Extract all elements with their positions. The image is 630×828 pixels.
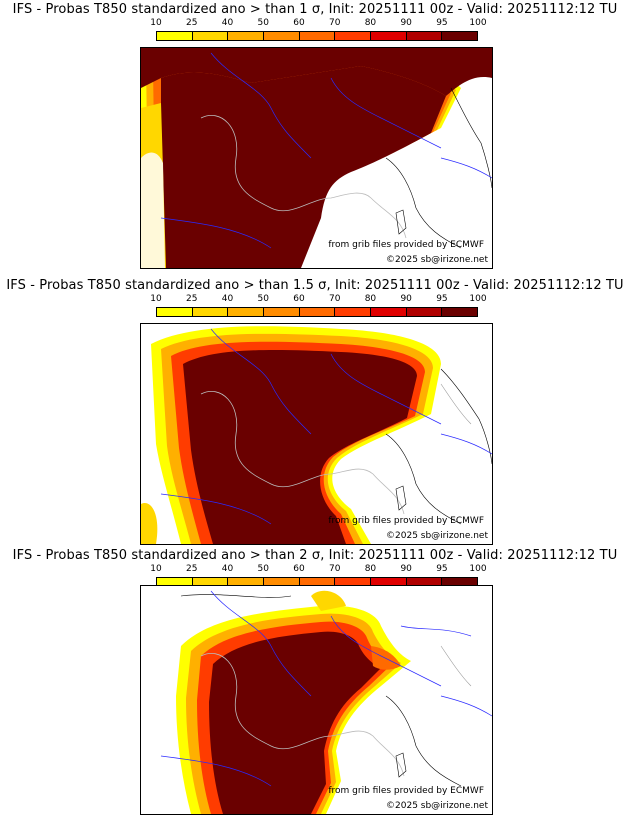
scale-swatch <box>299 308 336 316</box>
color-scale-labels: 10 25 40 50 60 70 80 90 95 100 <box>150 294 486 306</box>
scale-swatch <box>371 308 407 316</box>
scale-swatch <box>442 578 478 586</box>
scale-tick: 25 <box>186 294 198 304</box>
scale-swatch <box>335 32 372 40</box>
data-source-credit: from grib files provided by ECMWF <box>328 516 484 526</box>
scale-tick: 70 <box>328 294 341 304</box>
scale-tick: 100 <box>469 294 487 304</box>
scale-tick: 50 <box>257 294 269 304</box>
scale-tick: 90 <box>400 564 412 574</box>
scale-tick: 80 <box>364 294 377 304</box>
map-panel-2: IFS - Probas T850 standardized ano > tha… <box>0 276 630 546</box>
scale-swatch <box>228 578 265 586</box>
scale-tick: 40 <box>221 294 234 304</box>
color-scale <box>156 307 478 317</box>
scale-tick: 70 <box>328 18 341 28</box>
scale-tick: 90 <box>400 294 412 304</box>
map-panel-3: IFS - Probas T850 standardized ano > tha… <box>0 546 630 816</box>
scale-swatch <box>299 578 336 586</box>
color-scale <box>156 31 478 41</box>
scale-swatch <box>406 32 443 40</box>
scale-tick: 60 <box>293 294 305 304</box>
panel-title: IFS - Probas T850 standardized ano > tha… <box>12 548 618 563</box>
scale-tick: 40 <box>221 18 234 28</box>
scale-swatch <box>157 578 193 586</box>
scale-swatch <box>406 308 443 316</box>
scale-tick: 95 <box>436 564 448 574</box>
scale-tick: 80 <box>364 564 377 574</box>
scale-tick: 25 <box>186 18 198 28</box>
scale-swatch <box>335 308 372 316</box>
scale-tick: 50 <box>257 564 269 574</box>
probability-map: from grib files provided by ECMWF ©2025 … <box>140 47 493 269</box>
scale-tick: 10 <box>150 294 162 304</box>
scale-tick: 50 <box>257 18 269 28</box>
color-scale-labels: 10 25 40 50 60 70 80 90 95 100 <box>150 18 486 30</box>
scale-tick: 25 <box>186 564 198 574</box>
probability-map: from grib files provided by ECMWF ©2025 … <box>140 323 493 545</box>
data-source-credit: from grib files provided by ECMWF <box>328 786 484 796</box>
scale-swatch <box>442 308 478 316</box>
probability-map: from grib files provided by ECMWF ©2025 … <box>140 585 493 815</box>
scale-swatch <box>192 578 229 586</box>
scale-swatch <box>228 308 265 316</box>
map-canvas <box>141 48 492 268</box>
scale-swatch <box>264 578 300 586</box>
copyright: ©2025 sb@irizone.net <box>386 255 488 265</box>
scale-tick: 60 <box>293 564 305 574</box>
scale-tick: 70 <box>328 564 341 574</box>
scale-swatch <box>192 308 229 316</box>
copyright: ©2025 sb@irizone.net <box>386 531 488 541</box>
scale-tick: 95 <box>436 294 448 304</box>
map-canvas <box>141 586 492 814</box>
scale-swatch <box>157 32 193 40</box>
color-scale-labels: 10 25 40 50 60 70 80 90 95 100 <box>150 564 486 576</box>
scale-swatch <box>371 32 407 40</box>
scale-tick: 100 <box>469 18 487 28</box>
scale-tick: 95 <box>436 18 448 28</box>
panel-title: IFS - Probas T850 standardized ano > tha… <box>6 278 624 293</box>
scale-swatch <box>157 308 193 316</box>
scale-tick: 10 <box>150 564 162 574</box>
map-panel-1: IFS - Probas T850 standardized ano > tha… <box>0 0 630 270</box>
scale-swatch <box>264 308 300 316</box>
scale-swatch <box>371 578 407 586</box>
scale-tick: 60 <box>293 18 305 28</box>
scale-tick: 80 <box>364 18 377 28</box>
scale-swatch <box>299 32 336 40</box>
copyright: ©2025 sb@irizone.net <box>386 801 488 811</box>
panel-title: IFS - Probas T850 standardized ano > tha… <box>12 2 618 17</box>
scale-swatch <box>335 578 372 586</box>
scale-swatch <box>228 32 265 40</box>
scale-swatch <box>264 32 300 40</box>
scale-swatch <box>406 578 443 586</box>
scale-tick: 100 <box>469 564 487 574</box>
scale-tick: 90 <box>400 18 412 28</box>
map-canvas <box>141 324 492 544</box>
scale-tick: 10 <box>150 18 162 28</box>
scale-swatch <box>442 32 478 40</box>
scale-tick: 40 <box>221 564 234 574</box>
data-source-credit: from grib files provided by ECMWF <box>328 240 484 250</box>
scale-swatch <box>192 32 229 40</box>
